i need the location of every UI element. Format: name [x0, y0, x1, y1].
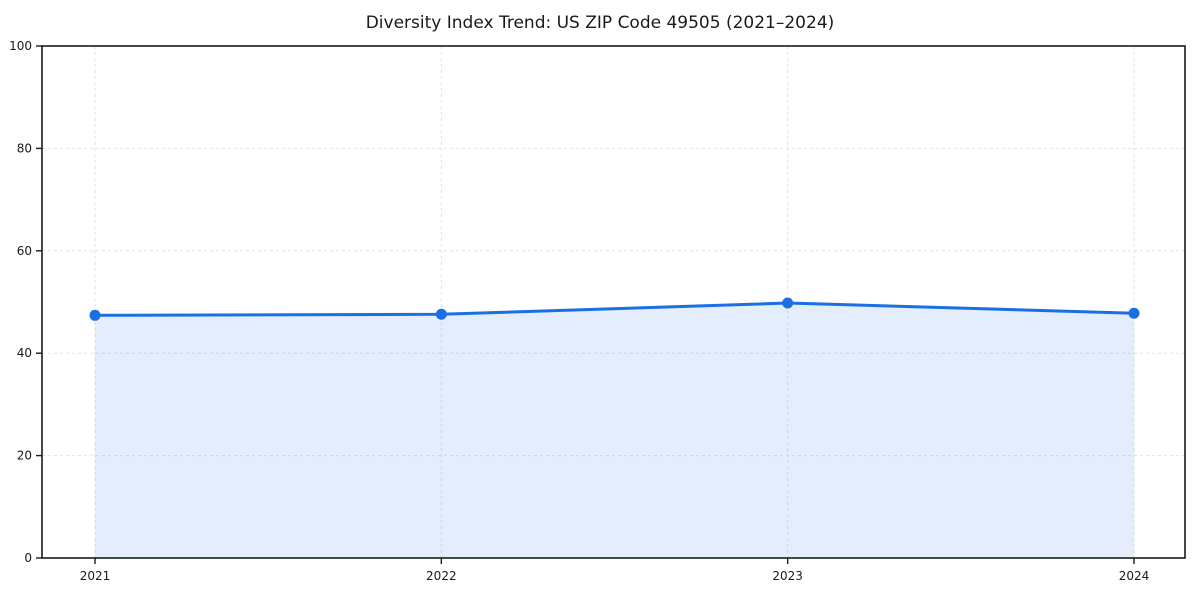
data-point-2023 — [782, 297, 794, 309]
x-tick-label-2022: 2022 — [426, 569, 457, 583]
data-point-2022 — [435, 308, 447, 320]
x-tick-label-2021: 2021 — [80, 569, 111, 583]
x-tick-label-2023: 2023 — [772, 569, 803, 583]
chart-title: Diversity Index Trend: US ZIP Code 49505… — [365, 13, 835, 33]
area-fill — [95, 303, 1134, 558]
y-tick-label-60: 60 — [17, 244, 32, 258]
data-point-2021 — [89, 309, 101, 321]
y-tick-label-40: 40 — [17, 346, 32, 360]
plot-border — [41, 45, 1186, 559]
trend-line — [93, 301, 1136, 317]
y-tick-label-0: 0 — [24, 551, 32, 565]
data-point-2024 — [1128, 307, 1140, 319]
y-tick-label-80: 80 — [17, 141, 32, 155]
x-tick-label-2024: 2024 — [1119, 569, 1150, 583]
y-tick-label-100: 100 — [9, 39, 32, 53]
y-tick-label-20: 20 — [17, 449, 32, 463]
